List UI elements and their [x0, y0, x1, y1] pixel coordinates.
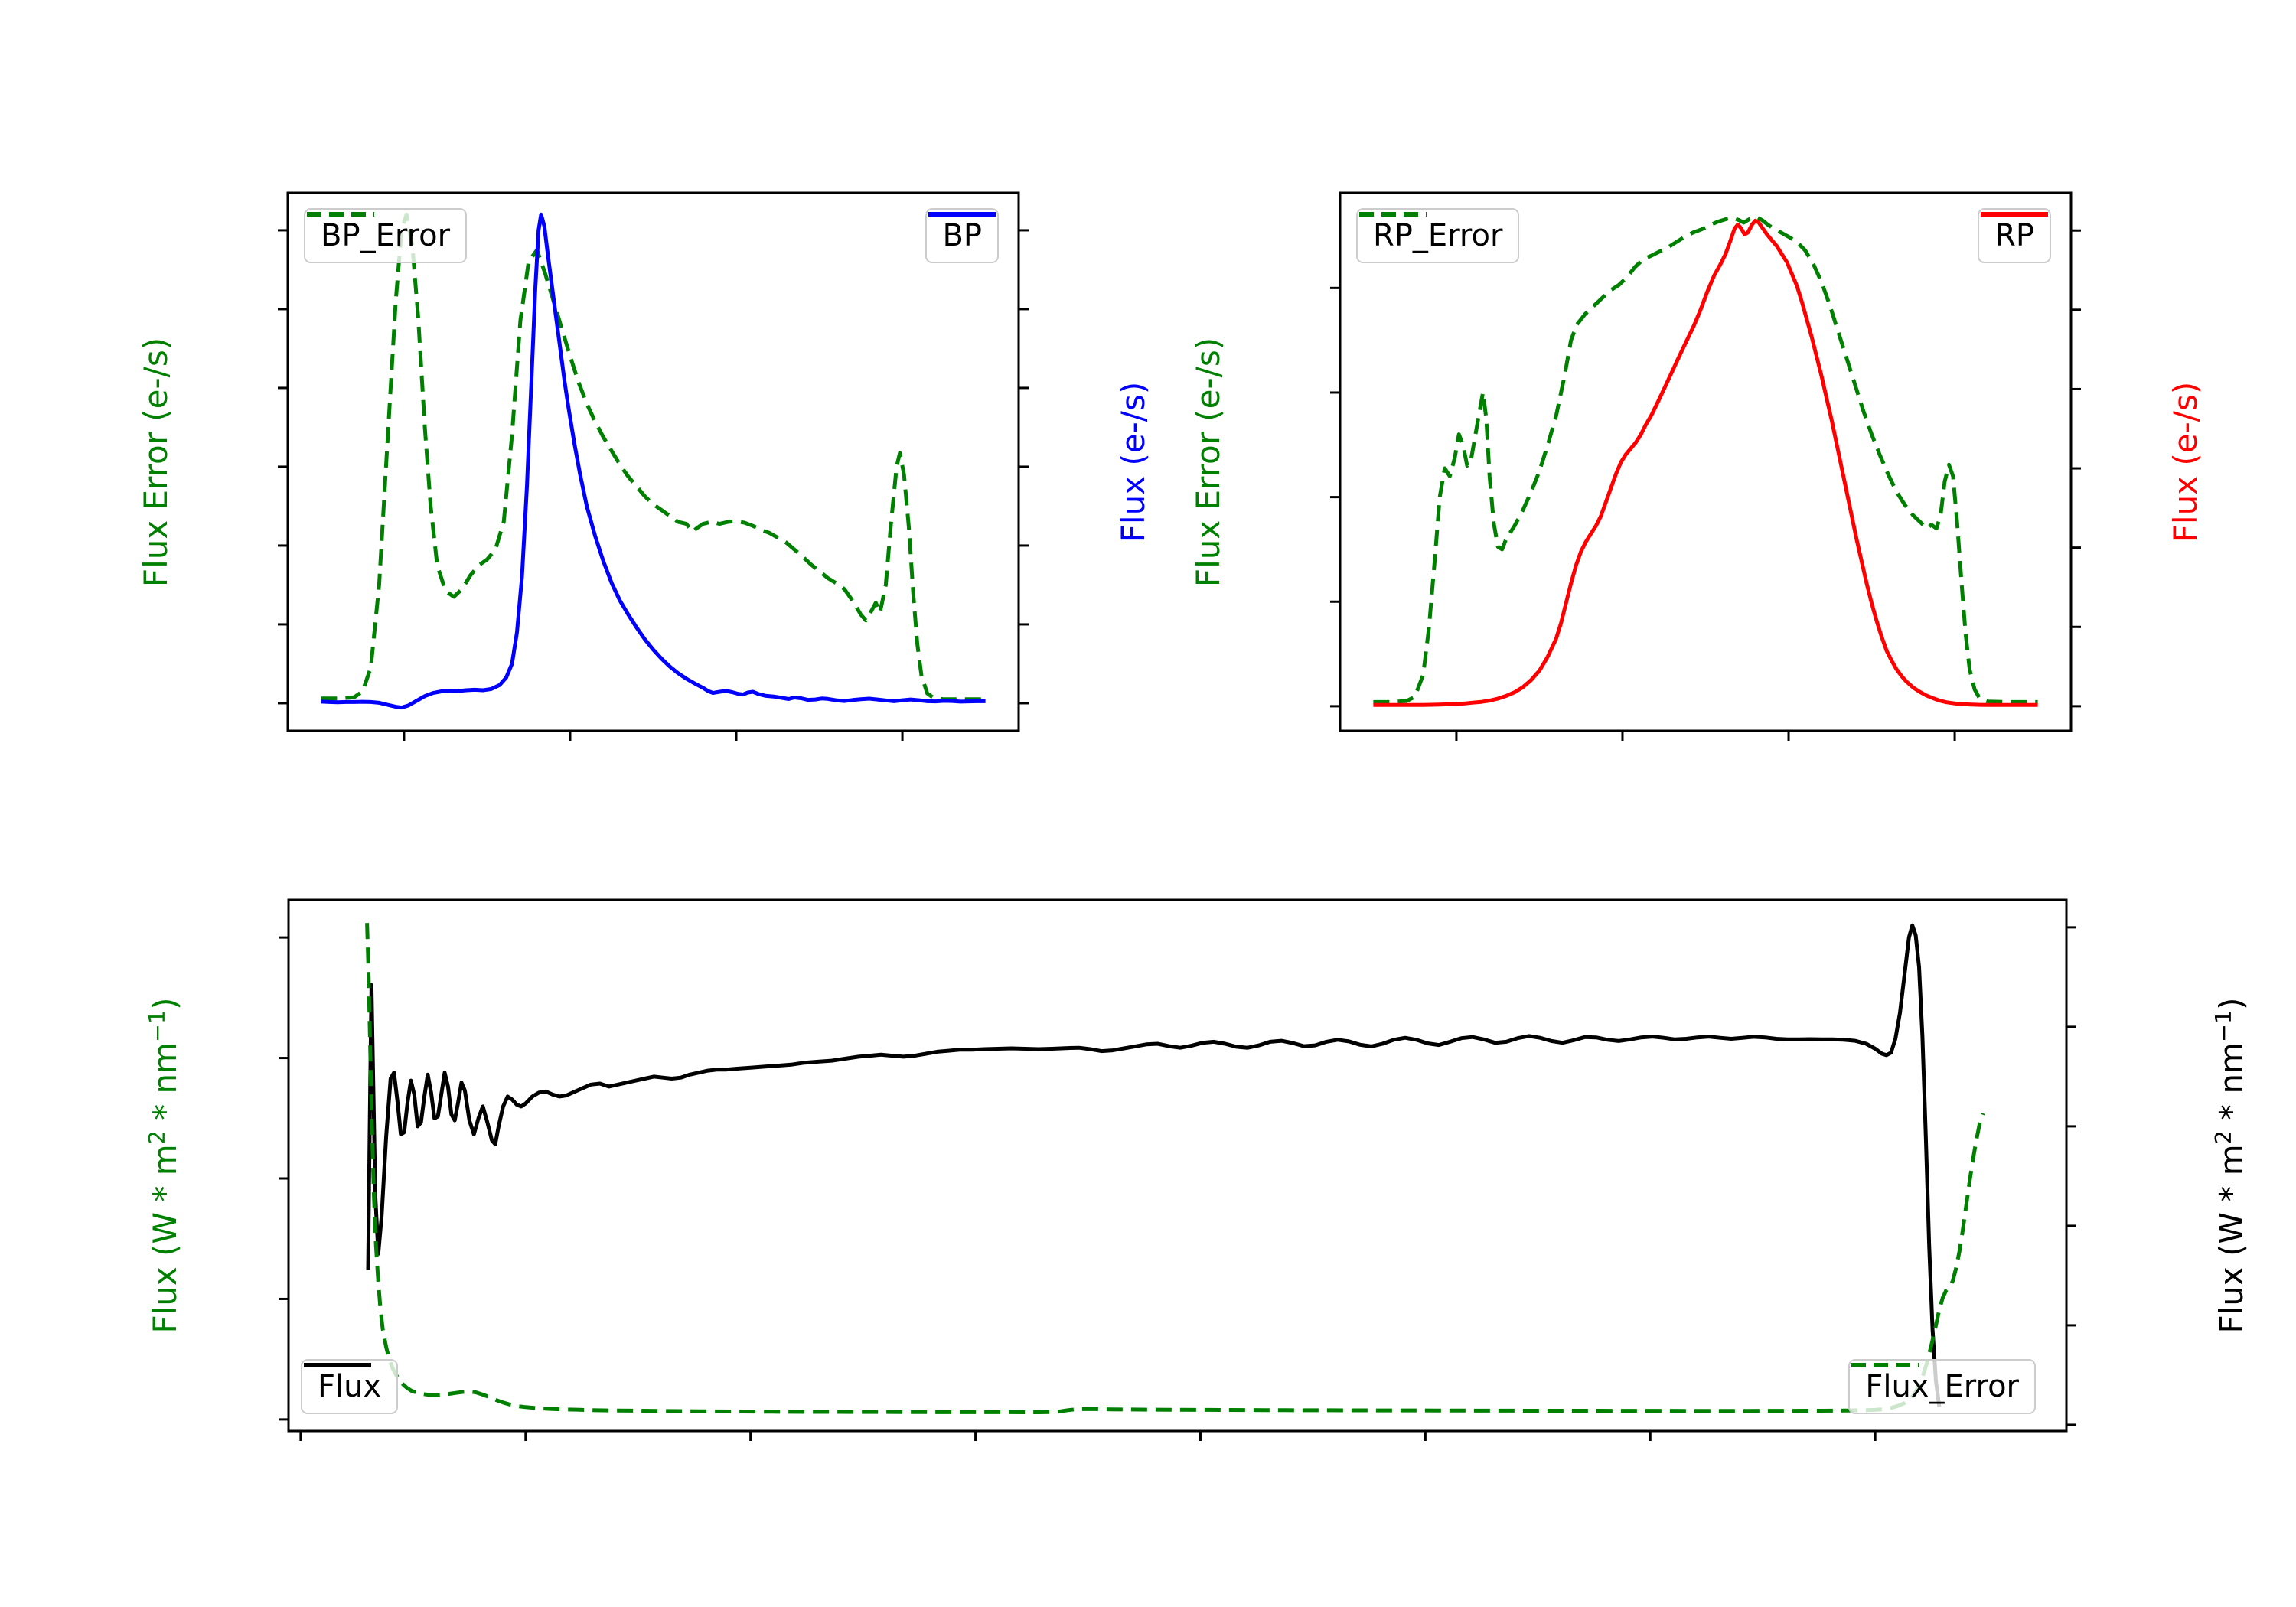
axis-label-fragment: ) [146, 997, 184, 1010]
axes-frame [287, 898, 2068, 1433]
legend-label: RP_Error [1373, 218, 1503, 253]
axes-frame [1339, 191, 2073, 732]
legend-bp_error: BP_Error [304, 208, 468, 263]
y-tick-label-right [2080, 1208, 2210, 1244]
legend-label: BP [942, 218, 982, 253]
series-rp_error [1373, 214, 2038, 704]
legend-dashed-line-icon [1359, 212, 1427, 217]
legend-dashed-line-icon [1851, 1363, 1919, 1367]
axis-label-fragment: * nm [2213, 1041, 2250, 1131]
series-bp [321, 212, 986, 710]
legend-flux: Flux [301, 1359, 399, 1414]
y-tick-label-right [2080, 1109, 2210, 1144]
y-tick-label-right [2080, 1407, 2210, 1442]
legend-solid-line-icon [304, 1363, 371, 1367]
legend-rp_error: RP_Error [1356, 208, 1520, 263]
series-flux_error [365, 923, 1985, 1414]
axis-label-fragment: Flux (W * m [146, 1144, 184, 1334]
axis-label-fragment: −1 [144, 1009, 170, 1042]
legend-label: RP [1994, 218, 2034, 253]
legend-label: BP_Error [321, 218, 451, 253]
legend-solid-line-icon [928, 212, 996, 217]
y-tick-label-left [160, 1402, 275, 1437]
axis-label-fragment: 2 [144, 1130, 170, 1145]
y-axis-label-right: Flux (W * m2 * nm−1) [2203, 821, 2250, 1510]
series-rp [1373, 218, 2038, 707]
legend-solid-line-icon [1981, 212, 2049, 217]
axis-offset-right [1898, 859, 2066, 894]
legend-label: Flux_Error [1865, 1369, 2019, 1404]
y-tick-label-right [2080, 1308, 2210, 1343]
axis-label-fragment: 2 [2210, 1130, 2236, 1145]
y-axis-label-left: Flux (W * m2 * nm−1) [137, 821, 184, 1510]
series-flux [366, 923, 1942, 1407]
y-tick-label-left [160, 920, 275, 955]
y-tick-label-right [2080, 1009, 2210, 1045]
axis-label-fragment: −1 [2210, 1009, 2236, 1042]
legend-rp: RP [1978, 208, 2051, 263]
y-tick-label-right [2080, 910, 2210, 945]
legend-flux_error: Flux_Error [1848, 1359, 2036, 1414]
axis-label-fragment: Flux (W * m [2213, 1144, 2250, 1334]
legend-bp: BP [925, 208, 999, 263]
axis-label-fragment: ) [2213, 997, 2250, 1010]
legend-label: Flux [318, 1369, 382, 1404]
axes-frame [286, 191, 1020, 732]
legend-dashed-line-icon [307, 212, 374, 217]
axis-label-fragment: * nm [146, 1041, 184, 1131]
